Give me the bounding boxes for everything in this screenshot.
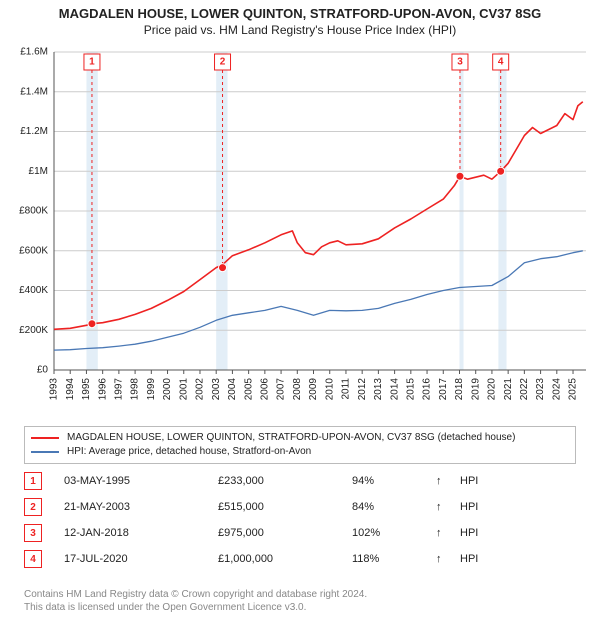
legend-swatch [31, 451, 59, 453]
event-suffix: HPI [460, 546, 576, 572]
svg-text:2014: 2014 [389, 378, 400, 401]
svg-text:£200K: £200K [19, 325, 48, 336]
svg-text:2008: 2008 [292, 378, 303, 401]
event-date: 03-MAY-1995 [64, 468, 218, 494]
svg-text:2012: 2012 [357, 378, 368, 401]
svg-text:2013: 2013 [373, 378, 384, 401]
legend-label: MAGDALEN HOUSE, LOWER QUINTON, STRATFORD… [67, 431, 515, 445]
legend-swatch [31, 437, 59, 439]
svg-text:1999: 1999 [146, 378, 157, 401]
svg-text:2: 2 [220, 57, 226, 68]
event-badge: 1 [24, 472, 42, 490]
svg-text:£600K: £600K [19, 245, 48, 256]
svg-text:2024: 2024 [551, 378, 562, 401]
event-pct: 94% [352, 468, 436, 494]
chart-subtitle: Price paid vs. HM Land Registry's House … [0, 21, 600, 41]
svg-text:2007: 2007 [276, 378, 287, 401]
event-row: 3 12-JAN-2018£975,000102%↑HPI [24, 520, 576, 546]
chart-area: £0 £200K £400K £600K £800K £1M £1.2M £1.4M £1.6M… [8, 44, 592, 414]
event-suffix: HPI [460, 468, 576, 494]
svg-text:£400K: £400K [19, 285, 48, 296]
svg-text:2005: 2005 [243, 378, 254, 401]
svg-text:2000: 2000 [162, 378, 173, 401]
event-date: 17-JUL-2020 [64, 546, 218, 572]
svg-text:2018: 2018 [454, 378, 465, 401]
event-date: 12-JAN-2018 [64, 520, 218, 546]
svg-text:2025: 2025 [568, 378, 579, 401]
svg-text:2023: 2023 [535, 378, 546, 401]
arrow-up-icon: ↑ [436, 520, 460, 546]
chart-svg: £0 £200K £400K £600K £800K £1M £1.2M £1.4M £1.6M… [8, 44, 592, 414]
attribution-line: Contains HM Land Registry data © Crown c… [24, 588, 576, 601]
svg-text:1997: 1997 [114, 378, 125, 401]
event-price: £515,000 [218, 494, 352, 520]
svg-text:2017: 2017 [438, 378, 449, 401]
svg-text:2001: 2001 [178, 378, 189, 401]
legend: MAGDALEN HOUSE, LOWER QUINTON, STRATFORD… [24, 426, 576, 464]
svg-text:2020: 2020 [487, 378, 498, 401]
event-row: 1 03-MAY-1995£233,00094%↑HPI [24, 468, 576, 494]
event-row: 2 21-MAY-2003£515,00084%↑HPI [24, 494, 576, 520]
svg-text:£1.4M: £1.4M [20, 86, 48, 97]
svg-text:2004: 2004 [227, 378, 238, 401]
svg-text:1994: 1994 [65, 378, 76, 401]
event-price: £975,000 [218, 520, 352, 546]
arrow-up-icon: ↑ [436, 468, 460, 494]
svg-text:3: 3 [457, 57, 463, 68]
event-price: £1,000,000 [218, 546, 352, 572]
svg-text:1: 1 [89, 57, 95, 68]
svg-text:2009: 2009 [308, 378, 319, 401]
event-date: 21-MAY-2003 [64, 494, 218, 520]
attribution-line: This data is licensed under the Open Gov… [24, 601, 576, 614]
legend-item: HPI: Average price, detached house, Stra… [31, 445, 569, 459]
svg-text:2021: 2021 [503, 378, 514, 401]
event-pct: 118% [352, 546, 436, 572]
svg-text:4: 4 [498, 57, 504, 68]
event-badge: 3 [24, 524, 42, 542]
svg-text:2003: 2003 [211, 378, 222, 401]
event-price: £233,000 [218, 468, 352, 494]
svg-text:2002: 2002 [195, 378, 206, 401]
svg-text:1998: 1998 [130, 378, 141, 401]
chart-title: MAGDALEN HOUSE, LOWER QUINTON, STRATFORD… [0, 0, 600, 21]
attribution: Contains HM Land Registry data © Crown c… [24, 588, 576, 614]
legend-label: HPI: Average price, detached house, Stra… [67, 445, 311, 459]
event-badge: 4 [24, 550, 42, 568]
event-suffix: HPI [460, 520, 576, 546]
svg-text:2016: 2016 [422, 378, 433, 401]
event-pct: 84% [352, 494, 436, 520]
svg-text:£1.6M: £1.6M [20, 47, 48, 58]
svg-text:£0: £0 [37, 365, 49, 376]
svg-text:£1.2M: £1.2M [20, 126, 48, 137]
svg-text:2011: 2011 [341, 378, 352, 400]
svg-text:£1M: £1M [29, 166, 48, 177]
event-suffix: HPI [460, 494, 576, 520]
svg-text:1995: 1995 [81, 378, 92, 401]
svg-text:£800K: £800K [19, 206, 48, 217]
svg-text:2010: 2010 [324, 378, 335, 401]
legend-item: MAGDALEN HOUSE, LOWER QUINTON, STRATFORD… [31, 431, 569, 445]
svg-text:1996: 1996 [97, 378, 108, 401]
events-table: 103-MAY-1995£233,00094%↑HPI221-MAY-2003£… [24, 468, 576, 572]
arrow-up-icon: ↑ [436, 494, 460, 520]
svg-text:1993: 1993 [49, 378, 60, 401]
event-badge: 2 [24, 498, 42, 516]
svg-text:2015: 2015 [405, 378, 416, 401]
svg-text:2022: 2022 [519, 378, 530, 401]
event-pct: 102% [352, 520, 436, 546]
svg-text:2019: 2019 [470, 378, 481, 401]
arrow-up-icon: ↑ [436, 546, 460, 572]
event-row: 4 17-JUL-2020£1,000,000118%↑HPI [24, 546, 576, 572]
svg-text:2006: 2006 [259, 378, 270, 401]
